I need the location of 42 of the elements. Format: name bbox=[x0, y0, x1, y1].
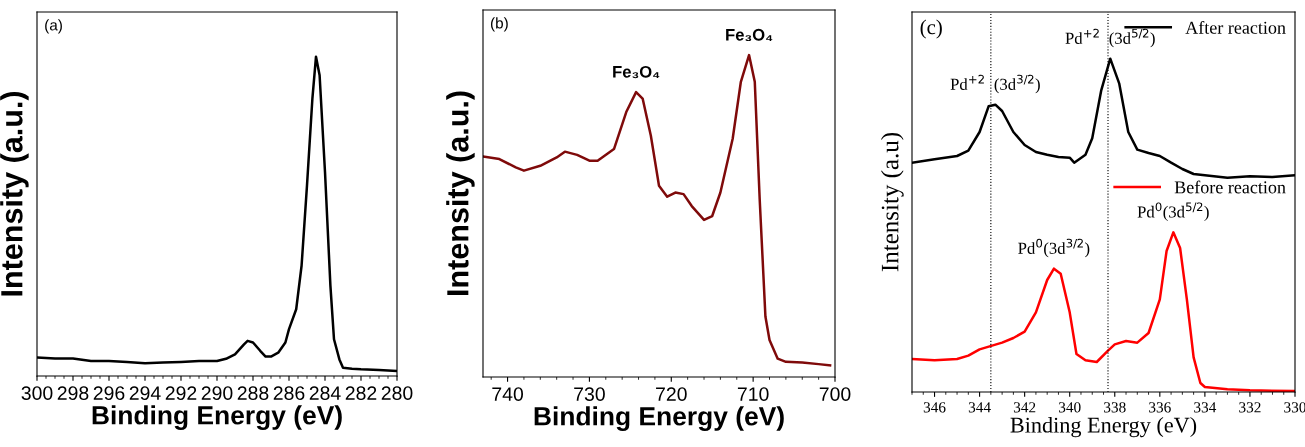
chart-title: (a) bbox=[45, 19, 62, 34]
x-tick-label: 280 bbox=[381, 386, 413, 400]
x-tick-label: 710 bbox=[737, 387, 769, 401]
x-tick-label: 332 bbox=[1239, 402, 1261, 413]
annotation: Fe₃O₄ bbox=[726, 28, 773, 42]
y-axis-title: Intensity (a.u.) bbox=[446, 91, 475, 295]
x-tick-label: 290 bbox=[201, 386, 233, 400]
x-tick-label: 296 bbox=[93, 386, 125, 400]
x-tick-label: 344 bbox=[968, 402, 991, 413]
x-tick-label: 700 bbox=[819, 387, 851, 401]
annotation: Pd$^{0}$(3d$^{3/2}$) bbox=[1018, 238, 1090, 258]
annotation: Pd$^{0}$(3d$^{5/2}$) bbox=[1137, 202, 1209, 221]
x-tick-label: 720 bbox=[656, 387, 687, 401]
annotation: Pd$^{+2}$ (3d$^{5/2}$) bbox=[1065, 28, 1155, 48]
chart-title: (b) bbox=[490, 17, 508, 32]
x-tick-label: 294 bbox=[129, 386, 161, 400]
x-tick-label: 300 bbox=[21, 386, 53, 400]
legend-label: After reaction bbox=[1185, 20, 1286, 34]
x-tick-label: 288 bbox=[237, 386, 269, 400]
x-tick-label: 336 bbox=[1149, 402, 1171, 413]
x-tick-label: 330 bbox=[1284, 402, 1305, 413]
annotation: Fe₃O₄ bbox=[613, 65, 660, 79]
x-tick-label: 740 bbox=[492, 387, 524, 401]
x-axis-title: Binding Energy (eV) bbox=[534, 406, 784, 431]
x-tick-label: 340 bbox=[1058, 402, 1081, 413]
x-tick-label: 342 bbox=[1013, 402, 1036, 413]
chart-title: (c) bbox=[920, 19, 942, 39]
x-tick-label: 286 bbox=[273, 386, 305, 400]
y-axis-title: Intensity (a.u) bbox=[880, 132, 904, 272]
x-tick-label: 334 bbox=[1194, 402, 1217, 413]
x-tick-label: 298 bbox=[57, 386, 89, 400]
x-axis-title: Binding Energy (eV) bbox=[1010, 416, 1197, 438]
x-axis-title: Binding Energy (eV) bbox=[92, 405, 342, 430]
x-tick-label: 338 bbox=[1104, 402, 1126, 413]
x-tick-label: 282 bbox=[345, 386, 377, 400]
x-tick-label: 346 bbox=[923, 402, 946, 413]
y-axis-title: Intensity (a.u.) bbox=[0, 91, 29, 296]
annotation: Pd$^{+2}$ (3d$^{3/2}$) bbox=[950, 74, 1040, 94]
legend-label: Before reaction bbox=[1174, 180, 1286, 194]
x-tick-label: 292 bbox=[165, 386, 197, 400]
x-tick-label: 284 bbox=[309, 386, 341, 400]
x-tick-label: 730 bbox=[574, 387, 605, 401]
